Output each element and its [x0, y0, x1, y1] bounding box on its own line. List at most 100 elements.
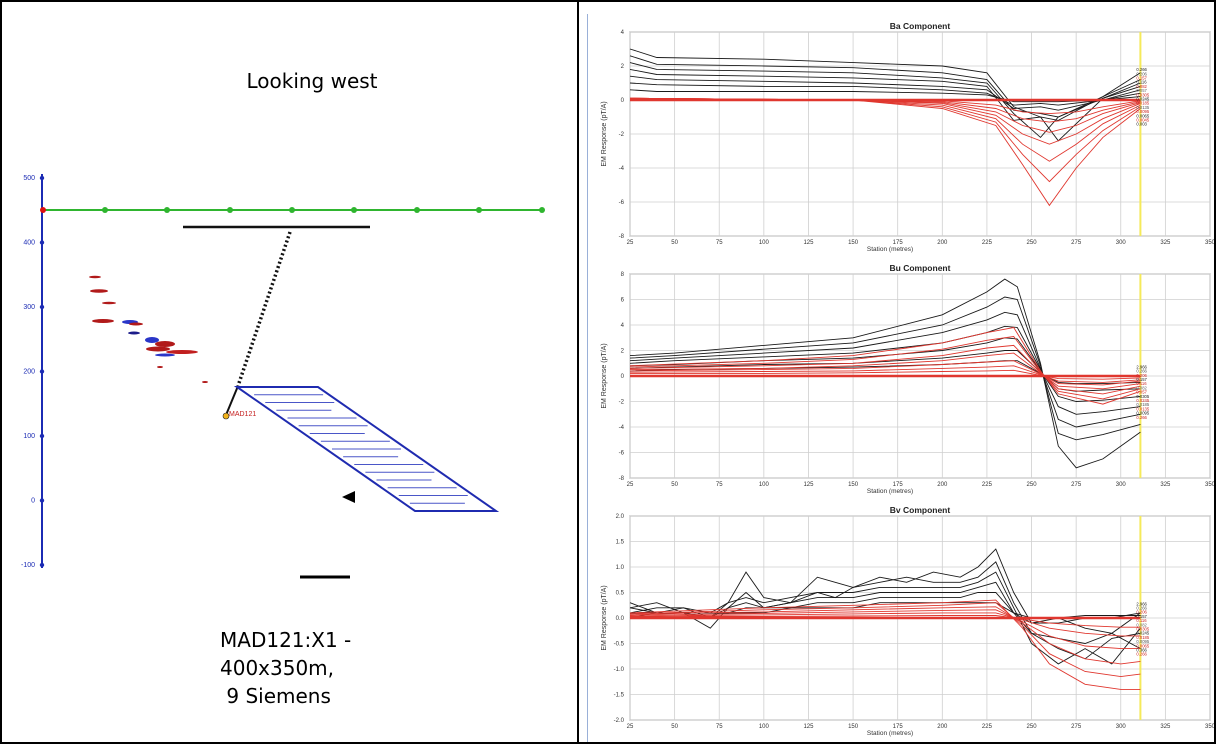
- series-line-black: [629, 325, 1141, 415]
- x-tick-label: 225: [982, 482, 993, 488]
- channel-end-label: 0.0305: [1136, 394, 1149, 399]
- direction-arrow: [342, 491, 355, 503]
- y-tick-label: -1.5: [614, 693, 625, 699]
- depth-tick-point: [39, 433, 45, 439]
- channel-end-label: 0.0245: [1136, 398, 1149, 403]
- x-tick-label: 100: [759, 724, 770, 730]
- channel-end-label: 2.966: [1136, 364, 1147, 369]
- y-tick-label: -2: [619, 132, 625, 138]
- x-tick-label: 275: [1071, 240, 1082, 246]
- depth-tick-point: [39, 498, 45, 503]
- collar-marker: [222, 412, 230, 420]
- channel-end-label: 0.266: [1136, 369, 1147, 374]
- x-axis-label: Station (metres): [867, 246, 913, 253]
- y-tick-label: -1.0: [614, 667, 625, 673]
- channel-end-label: 0.266: [1136, 415, 1147, 420]
- x-tick-label: 225: [982, 724, 993, 730]
- lithology-lenses: [89, 275, 208, 383]
- channel-end-label: 0.0135: [1136, 406, 1149, 411]
- depth-tick-label: 0: [31, 498, 35, 505]
- x-tick-label: 75: [716, 724, 723, 730]
- x-tick-label: 275: [1071, 724, 1082, 730]
- depth-axis-ticks: 500 400 300 200 100 0 -100: [21, 175, 45, 569]
- model-note-line: 400x350m,: [220, 656, 335, 680]
- channel-end-label: 0.0095: [1136, 639, 1149, 644]
- lens: [166, 350, 198, 354]
- chart-title: Bv Component: [890, 505, 951, 515]
- y-tick-label: -6: [619, 200, 625, 206]
- y-tick-label: -0.5: [614, 642, 625, 648]
- x-tick-label: 250: [1027, 724, 1038, 730]
- depth-tick-label: -100: [21, 562, 35, 569]
- chart-title: Ba Component: [890, 21, 951, 31]
- surface-station-point: [40, 207, 46, 213]
- channel-end-label: 0.082: [1136, 622, 1147, 627]
- section-view-figure: 500 400 300 200 100 0 -100 MAD121: [21, 174, 545, 579]
- series-line-red: [629, 97, 1141, 183]
- channel-end-label: 0.116: [1136, 618, 1147, 623]
- x-tick-label: 75: [716, 240, 723, 246]
- lens: [155, 341, 175, 347]
- series-line-red: [629, 599, 1141, 690]
- y-tick-label: 1.0: [616, 565, 625, 571]
- channel-end-label: 0.057: [1136, 390, 1147, 395]
- channel-end-label: 0.366: [1136, 647, 1147, 652]
- series-line-red: [629, 609, 1141, 650]
- channel-end-label: 0.116: [1136, 80, 1147, 85]
- channel-end-label: 0.0065: [1136, 643, 1149, 648]
- channel-end-label: 0.0065: [1136, 113, 1149, 118]
- series-line-black: [629, 55, 1141, 118]
- channel-end-label: 0.266: [1136, 67, 1147, 72]
- y-tick-label: -8: [619, 234, 625, 240]
- series-line-black: [629, 561, 1141, 660]
- channel-end-label: 0.0185: [1136, 402, 1149, 407]
- surface-station-point: [539, 207, 545, 213]
- channel-end-label: 0.266: [1136, 652, 1147, 657]
- channel-end-label: 0.116: [1136, 381, 1147, 386]
- series-line-black: [629, 296, 1141, 441]
- channel-end-label: 0.157: [1136, 377, 1147, 382]
- series-line-black: [629, 571, 1141, 665]
- surface-station-point: [414, 207, 420, 213]
- channel-end-label: 0.0305: [1136, 92, 1149, 97]
- channel-end-label: 0.0305: [1136, 626, 1149, 631]
- x-tick-label: 125: [803, 240, 814, 246]
- lens: [90, 289, 108, 293]
- x-tick-label: 50: [671, 482, 678, 488]
- y-tick-label: 0: [621, 98, 625, 104]
- lens: [202, 381, 208, 383]
- series-line-red: [629, 606, 1141, 665]
- channel-end-label: 0.206: [1136, 71, 1147, 76]
- channel-end-label: 0.0185: [1136, 635, 1149, 640]
- x-tick-label: 300: [1116, 240, 1127, 246]
- series-line-red: [629, 352, 1141, 390]
- x-tick-label: 150: [848, 482, 859, 488]
- channel-end-label: 0.082: [1136, 84, 1147, 89]
- y-axis-label: EM Response (pT/A): [601, 101, 608, 166]
- x-tick-label: 250: [1027, 240, 1038, 246]
- x-tick-label: 175: [893, 724, 904, 730]
- lens: [102, 301, 116, 305]
- channel-end-label: 0.003: [1136, 122, 1147, 127]
- channel-end-label: 0.0095: [1136, 109, 1149, 114]
- x-tick-label: 50: [671, 240, 678, 246]
- y-tick-label: -4: [619, 425, 625, 431]
- surface-stations: [40, 207, 545, 213]
- x-tick-label: 275: [1071, 482, 1082, 488]
- lens: [146, 346, 170, 352]
- lens: [129, 322, 143, 326]
- series-line-red: [629, 327, 1141, 405]
- depth-tick-point: [39, 240, 45, 245]
- series-line-black: [629, 311, 1141, 428]
- y-tick-label: -4: [619, 166, 625, 172]
- x-tick-label: 325: [1160, 724, 1171, 730]
- drill-trace: [236, 231, 292, 387]
- y-tick-label: 0: [621, 374, 625, 380]
- series-line-red: [629, 615, 1141, 628]
- y-tick-label: 2.0: [616, 514, 625, 520]
- drill-trace-lower: [225, 385, 239, 416]
- surface-station-point: [227, 207, 233, 213]
- x-tick-label: 350: [1205, 240, 1216, 246]
- channel-end-label: 0.206: [1136, 610, 1147, 615]
